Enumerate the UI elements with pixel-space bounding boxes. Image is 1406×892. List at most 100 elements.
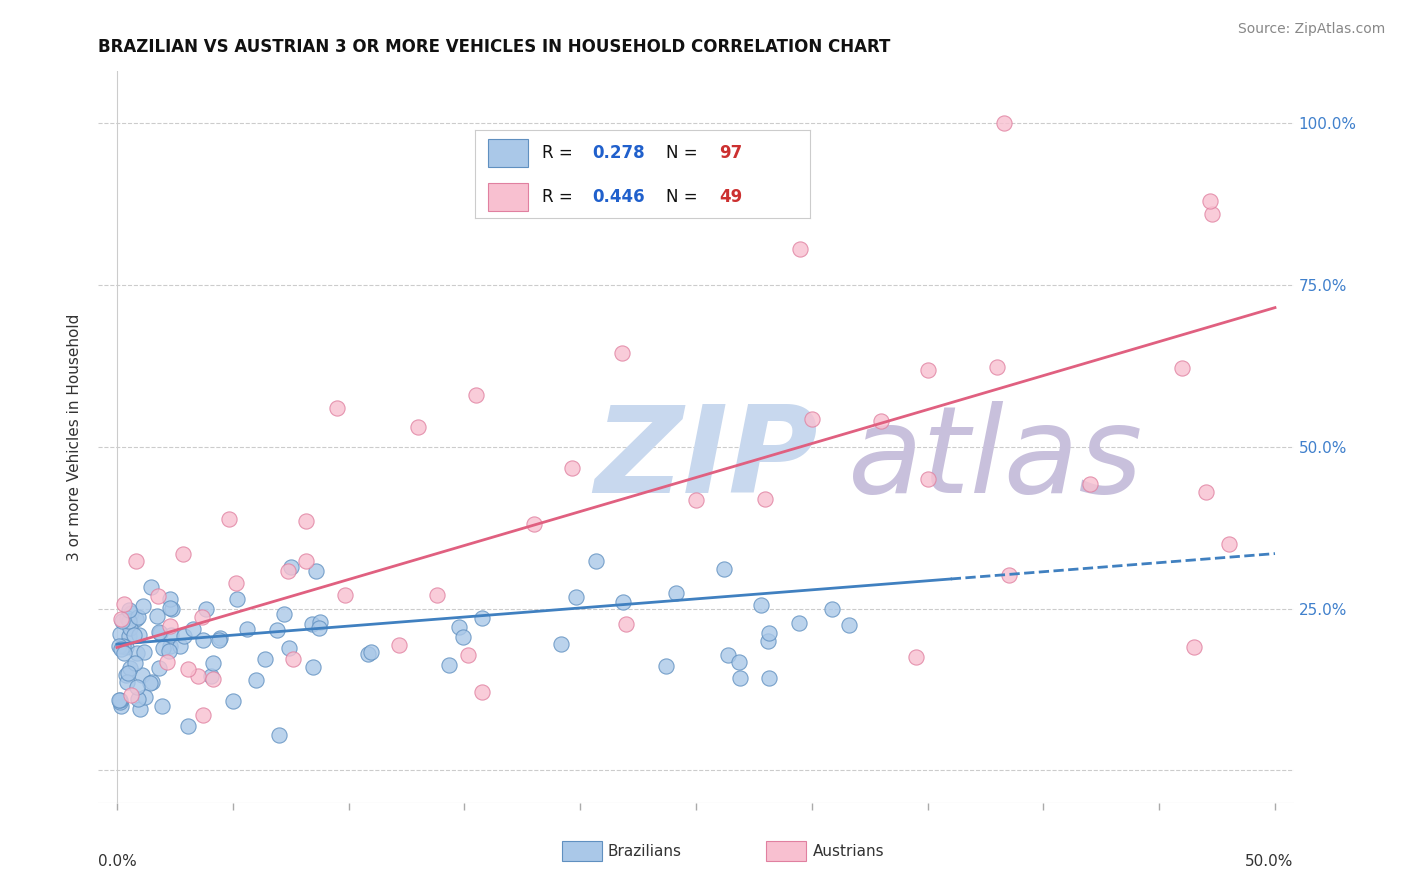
Point — [465, 388, 488, 402]
Point — [273, 607, 295, 621]
Point — [302, 660, 325, 674]
Point — [917, 472, 939, 486]
Text: 50.0%: 50.0% — [1246, 854, 1294, 869]
Point — [789, 616, 811, 631]
Point — [110, 698, 132, 713]
Point — [616, 617, 638, 632]
Point — [128, 702, 150, 716]
Point — [789, 243, 811, 257]
Point — [800, 412, 823, 426]
Point — [125, 554, 148, 568]
Point — [280, 560, 302, 574]
Point — [388, 639, 411, 653]
Point — [266, 624, 288, 638]
Point — [138, 676, 160, 690]
Point — [177, 719, 200, 733]
Point — [127, 692, 149, 706]
Point — [110, 611, 132, 625]
Point — [148, 660, 170, 674]
Point — [277, 564, 299, 578]
Point — [114, 668, 136, 682]
Point — [110, 626, 132, 640]
Point — [437, 657, 460, 672]
Point — [160, 602, 183, 616]
Point — [308, 621, 330, 635]
Point — [245, 673, 267, 687]
Point — [159, 619, 181, 633]
Point — [159, 640, 181, 654]
Point — [118, 661, 141, 675]
Point — [200, 668, 222, 682]
Point — [870, 414, 893, 428]
Point — [117, 603, 139, 617]
Text: Brazilians: Brazilians — [607, 845, 682, 859]
Point — [152, 640, 174, 655]
Point — [187, 669, 209, 683]
Point — [118, 629, 141, 643]
Point — [1218, 537, 1240, 551]
Point — [141, 675, 163, 690]
Point — [1171, 361, 1194, 376]
Point — [173, 629, 195, 643]
Point — [357, 648, 380, 662]
Point — [176, 662, 198, 676]
Point — [585, 554, 607, 568]
Point — [115, 675, 138, 690]
Point — [134, 645, 156, 659]
Point — [451, 630, 474, 644]
Point — [904, 650, 927, 665]
Point — [115, 611, 138, 625]
Point — [132, 599, 155, 613]
Point — [754, 491, 776, 506]
Point — [117, 665, 139, 680]
Point — [993, 116, 1015, 130]
Point — [108, 693, 131, 707]
Point — [253, 652, 276, 666]
Text: Austrians: Austrians — [813, 845, 884, 859]
Point — [685, 492, 707, 507]
Point — [201, 656, 224, 670]
Point — [149, 626, 172, 640]
Point — [1199, 194, 1222, 208]
Point — [120, 688, 142, 702]
Point — [758, 633, 780, 648]
Point — [612, 595, 634, 609]
Point — [838, 618, 860, 632]
Point — [305, 564, 328, 578]
Point — [917, 362, 939, 376]
Point — [728, 655, 751, 669]
Point — [1201, 207, 1223, 221]
Point — [108, 695, 131, 709]
Point — [148, 625, 170, 640]
Point — [125, 646, 148, 660]
Point — [222, 694, 245, 708]
Point — [111, 639, 134, 653]
Point — [447, 619, 470, 633]
Point — [713, 562, 735, 576]
Text: ZIP: ZIP — [595, 401, 818, 517]
Point — [172, 547, 194, 561]
Point — [128, 628, 150, 642]
Text: atlas: atlas — [848, 401, 1143, 517]
Text: Source: ZipAtlas.com: Source: ZipAtlas.com — [1237, 22, 1385, 37]
Point — [159, 591, 181, 606]
Point — [751, 598, 773, 612]
Point — [208, 632, 231, 647]
Point — [326, 401, 349, 415]
Point — [124, 628, 146, 642]
Point — [986, 360, 1008, 375]
Point — [294, 514, 316, 528]
Point — [114, 646, 136, 660]
Point — [125, 611, 148, 625]
Point — [125, 681, 148, 695]
Point — [118, 621, 141, 635]
Point — [110, 642, 132, 657]
Point — [406, 420, 429, 434]
Point — [758, 626, 780, 640]
Point — [181, 622, 204, 636]
Point — [301, 616, 323, 631]
Point — [610, 346, 633, 360]
Point — [202, 672, 225, 686]
Point — [225, 591, 247, 606]
Point — [145, 609, 167, 624]
